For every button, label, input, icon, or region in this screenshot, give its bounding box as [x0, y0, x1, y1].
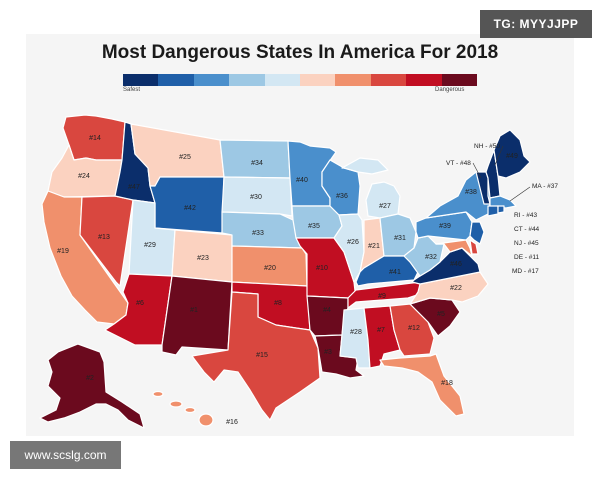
telegram-badge: TG: MYYJJPP [480, 10, 592, 38]
rank-label-mn: #40 [296, 177, 308, 184]
legend-swatch [300, 74, 336, 86]
state-mi-up[interactable] [341, 157, 389, 175]
callout-ma: MA - #37 [532, 183, 558, 190]
legend-safest-label: Safest [123, 87, 141, 93]
state-nc[interactable] [409, 271, 489, 305]
rank-label-fl: #18 [441, 380, 453, 387]
callout-line-nh [494, 145, 504, 166]
rank-label-sc: #5 [437, 311, 445, 318]
rank-label-wi: #36 [336, 193, 348, 200]
rank-label-hi: #16 [226, 419, 238, 426]
rank-label-pa: #39 [439, 223, 451, 230]
legend-swatch [335, 74, 371, 86]
rank-label-ne: #33 [252, 230, 264, 237]
state-nm[interactable] [161, 275, 233, 356]
rank-label-ky: #41 [389, 269, 401, 276]
legend-scale [123, 74, 478, 86]
state-ri[interactable] [497, 205, 505, 214]
callout-ct: CT - #44 [514, 226, 540, 233]
rank-label-va: #46 [450, 261, 462, 268]
state-ct[interactable] [487, 205, 499, 217]
rank-label-tx: #15 [256, 352, 268, 359]
rank-label-tn: #9 [378, 293, 386, 300]
callout-nh: NH - #50 [474, 143, 500, 150]
legend-swatch [193, 74, 230, 86]
state-hi-molokai[interactable] [184, 406, 196, 414]
rank-label-nc: #22 [450, 285, 462, 292]
rank-label-ia: #35 [308, 223, 320, 230]
rank-label-in: #21 [368, 243, 380, 250]
state-nj[interactable] [469, 221, 485, 245]
rank-label-mt: #25 [179, 154, 191, 161]
state-mi[interactable] [365, 181, 401, 219]
rank-label-ut: #29 [144, 242, 156, 249]
rank-label-wy: #42 [184, 205, 196, 212]
rank-label-ak: #2 [86, 375, 94, 382]
rank-label-mi: #27 [379, 203, 391, 210]
legend-swatch [370, 74, 407, 86]
rank-label-co: #23 [197, 255, 209, 262]
callout-md: MD - #17 [512, 268, 539, 275]
rank-label-nm: #1 [190, 307, 198, 314]
rank-label-il: #26 [347, 239, 359, 246]
legend-swatch [123, 74, 159, 86]
rank-label-oh: #31 [394, 235, 406, 242]
site-watermark: www.scslg.com [10, 441, 121, 469]
rank-label-ks: #20 [264, 265, 276, 272]
legend-swatch [264, 74, 301, 86]
rank-label-ar: #4 [323, 307, 331, 314]
rank-label-mo: #10 [316, 265, 328, 272]
state-sd[interactable] [221, 176, 293, 217]
rank-label-ca: #19 [57, 248, 69, 255]
callout-ri: RI - #43 [514, 212, 538, 219]
callout-line-vt [472, 162, 482, 179]
state-fl[interactable] [379, 353, 465, 417]
legend-dangerous-label: Dangerous [435, 87, 465, 93]
callout-vt: VT - #48 [446, 160, 471, 167]
state-il[interactable] [333, 213, 365, 283]
map-title: Most Dangerous States In America For 201… [101, 42, 499, 63]
rank-label-sd: #30 [250, 194, 262, 201]
rank-label-nv: #13 [98, 234, 110, 241]
rank-label-me: #49 [506, 153, 518, 160]
legend-swatch [441, 74, 478, 86]
legend-swatch [406, 74, 442, 86]
state-me[interactable] [493, 129, 531, 179]
rank-label-ms: #28 [350, 329, 362, 336]
state-tx[interactable] [191, 291, 321, 421]
state-hi-maui[interactable] [169, 400, 183, 408]
legend-swatch [229, 74, 265, 86]
rank-label-ga: #12 [408, 325, 420, 332]
rank-label-wv: #32 [425, 254, 437, 261]
state-ak[interactable] [39, 343, 145, 429]
state-de[interactable] [469, 239, 479, 255]
rank-label-ok: #8 [274, 300, 282, 307]
legend-swatch [158, 74, 194, 86]
rank-label-nd: #34 [251, 160, 263, 167]
callout-nj: NJ - #45 [514, 240, 539, 247]
state-md[interactable] [435, 239, 473, 257]
rank-label-wa: #14 [89, 135, 101, 142]
rank-label-al: #7 [377, 327, 385, 334]
rank-label-az: #6 [136, 300, 144, 307]
callout-line-ma [509, 186, 531, 202]
state-hi-oahu[interactable] [152, 390, 164, 398]
rank-label-la: #3 [324, 349, 332, 356]
callout-de: DE - #11 [514, 254, 540, 261]
rank-label-id: #47 [128, 184, 140, 191]
state-hi-big[interactable] [198, 413, 214, 427]
rank-label-ny: #38 [465, 189, 477, 196]
rank-label-or: #24 [78, 173, 90, 180]
